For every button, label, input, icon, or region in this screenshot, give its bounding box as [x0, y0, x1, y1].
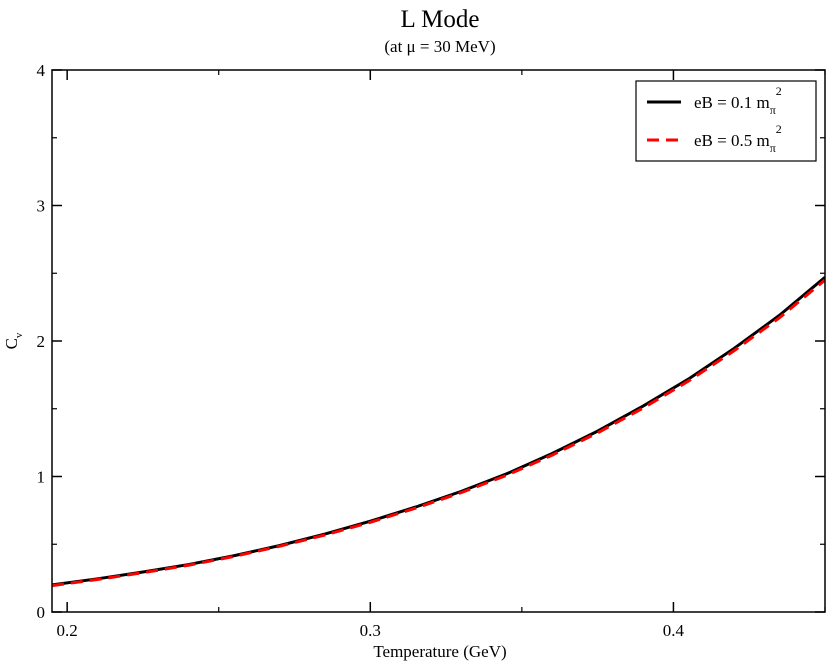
- y-axis-label: Cv: [2, 332, 25, 349]
- series-line-2: [52, 278, 825, 588]
- chart-subtitle: (at μ = 30 MeV): [384, 37, 495, 56]
- y-axis-label-main: C: [2, 338, 21, 349]
- x-tick-label: 0.3: [360, 621, 381, 640]
- chart-title: L Mode: [401, 6, 480, 33]
- legend-label-1: eB = 0.1 mπ2: [694, 84, 782, 117]
- y-tick-label: 2: [37, 332, 46, 351]
- legend-box: [635, 80, 817, 162]
- x-axis-label: Temperature (GeV): [373, 642, 506, 661]
- plot-area: 0.2 0.3 0.4 0 1 2 3 4: [37, 61, 826, 640]
- y-tick-label: 1: [37, 468, 46, 487]
- legend-label-2: eB = 0.5 mπ2: [694, 122, 782, 155]
- x-tick-label: 0.4: [663, 621, 685, 640]
- x-tick-label: 0.2: [57, 621, 78, 640]
- svg-text:Cv: Cv: [2, 332, 25, 349]
- legend: eB = 0.1 mπ2 eB = 0.5 mπ2: [635, 80, 817, 162]
- y-tick-label: 4: [37, 61, 46, 80]
- y-tick-label: 0: [37, 603, 46, 622]
- series-line-1: [52, 276, 825, 587]
- y-axis-label-sub: v: [13, 332, 25, 338]
- y-tick-label: 3: [37, 197, 46, 216]
